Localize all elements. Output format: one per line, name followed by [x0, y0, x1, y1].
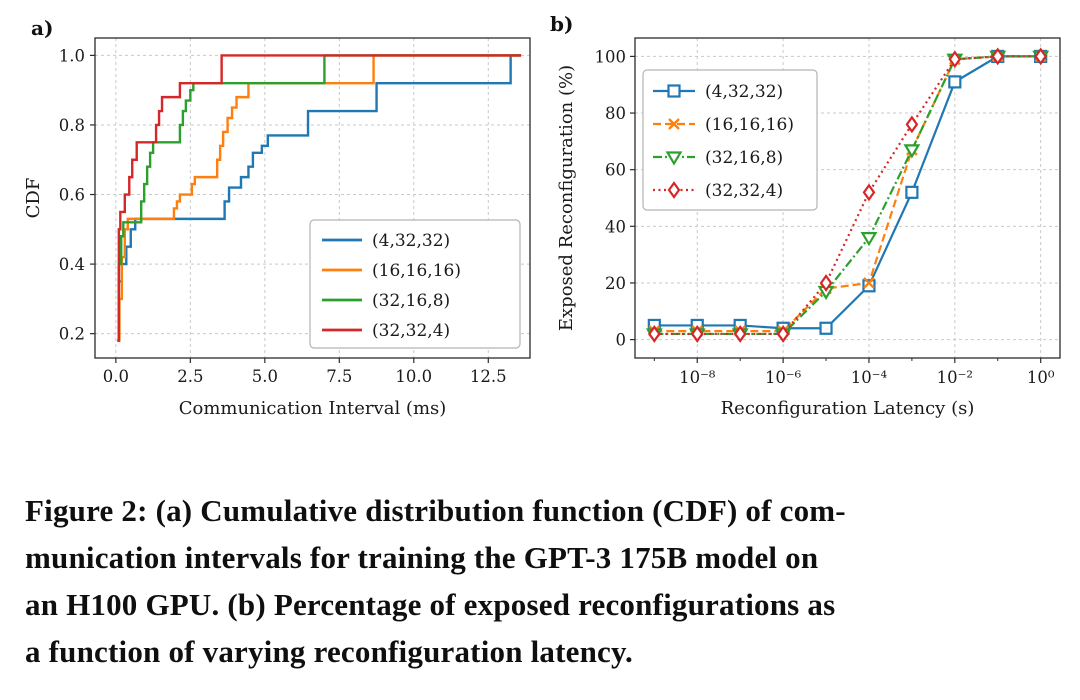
- svg-text:0.2: 0.2: [59, 325, 85, 344]
- svg-text:10.0: 10.0: [395, 367, 432, 386]
- svg-text:100: 100: [595, 47, 627, 66]
- svg-text:(32,16,8): (32,16,8): [372, 291, 450, 311]
- caption-line-4: a function of varying reconfiguration la…: [25, 634, 633, 669]
- svg-text:0.6: 0.6: [59, 186, 85, 205]
- svg-text:(4,32,32): (4,32,32): [705, 82, 783, 102]
- svg-text:2.5: 2.5: [177, 367, 203, 386]
- svg-text:0.8: 0.8: [59, 116, 85, 135]
- svg-text:(16,16,16): (16,16,16): [705, 115, 794, 135]
- svg-text:Exposed Reconfiguration (%): Exposed Reconfiguration (%): [556, 65, 577, 331]
- svg-text:10⁻²: 10⁻²: [937, 368, 973, 387]
- reconfiguration-chart: 10⁻⁸ 10⁻⁶ 10⁻⁴ 10⁻² 10⁰ 0 20 40 60 80 100 Reconfigu…: [556, 37, 1061, 419]
- svg-text:5.0: 5.0: [252, 367, 278, 386]
- figure-caption: Figure 2: (a) Cumulative distribution fu…: [25, 487, 1060, 675]
- svg-text:10⁻⁶: 10⁻⁶: [765, 368, 802, 387]
- panel-b: b) 10⁻⁸ 10⁻⁶ 10⁻⁴ 10⁻² 10⁰ 0 20 40 60 80 100 Reconf…: [550, 8, 1075, 448]
- figure-2: a) 0.0 2.5 5.0 7.5 10.0 12.5 0.2 0.4 0.6 0.8 1.0 Co…: [15, 8, 1075, 448]
- svg-text:10⁻⁴: 10⁻⁴: [851, 368, 888, 387]
- svg-text:80: 80: [605, 104, 626, 123]
- caption-line-2: munication intervals for training the GP…: [25, 540, 819, 575]
- svg-text:(32,32,4): (32,32,4): [372, 321, 450, 341]
- caption-line-1: Figure 2: (a) Cumulative distribution fu…: [25, 493, 846, 528]
- svg-text:(16,16,16): (16,16,16): [372, 261, 461, 281]
- svg-text:(4,32,32): (4,32,32): [372, 231, 450, 251]
- svg-text:10⁻⁸: 10⁻⁸: [679, 368, 716, 387]
- svg-text:7.5: 7.5: [326, 367, 352, 386]
- svg-text:0: 0: [616, 331, 627, 350]
- svg-text:0.0: 0.0: [103, 367, 129, 386]
- svg-text:60: 60: [605, 161, 626, 180]
- svg-text:Communication Interval (ms): Communication Interval (ms): [179, 398, 447, 419]
- svg-text:10⁰: 10⁰: [1027, 368, 1055, 387]
- caption-line-3: an H100 GPU. (b) Percentage of exposed r…: [25, 587, 836, 622]
- panel-a-label: a): [31, 16, 54, 40]
- svg-text:12.5: 12.5: [470, 367, 507, 386]
- svg-text:0.4: 0.4: [59, 255, 85, 274]
- svg-text:20: 20: [605, 274, 626, 293]
- cdf-chart: 0.0 2.5 5.0 7.5 10.0 12.5 0.2 0.4 0.6 0.8 1.0 Commu…: [23, 37, 531, 419]
- panel-a: a) 0.0 2.5 5.0 7.5 10.0 12.5 0.2 0.4 0.6 0.8 1.0 Co…: [15, 8, 550, 448]
- svg-text:(32,16,8): (32,16,8): [705, 148, 783, 168]
- svg-text:Reconfiguration Latency (s): Reconfiguration Latency (s): [721, 398, 975, 419]
- svg-text:1.0: 1.0: [59, 46, 85, 65]
- panel-b-label: b): [550, 12, 574, 36]
- svg-text:(32,32,4): (32,32,4): [705, 181, 783, 201]
- svg-text:40: 40: [605, 217, 626, 236]
- svg-text:CDF: CDF: [23, 178, 44, 219]
